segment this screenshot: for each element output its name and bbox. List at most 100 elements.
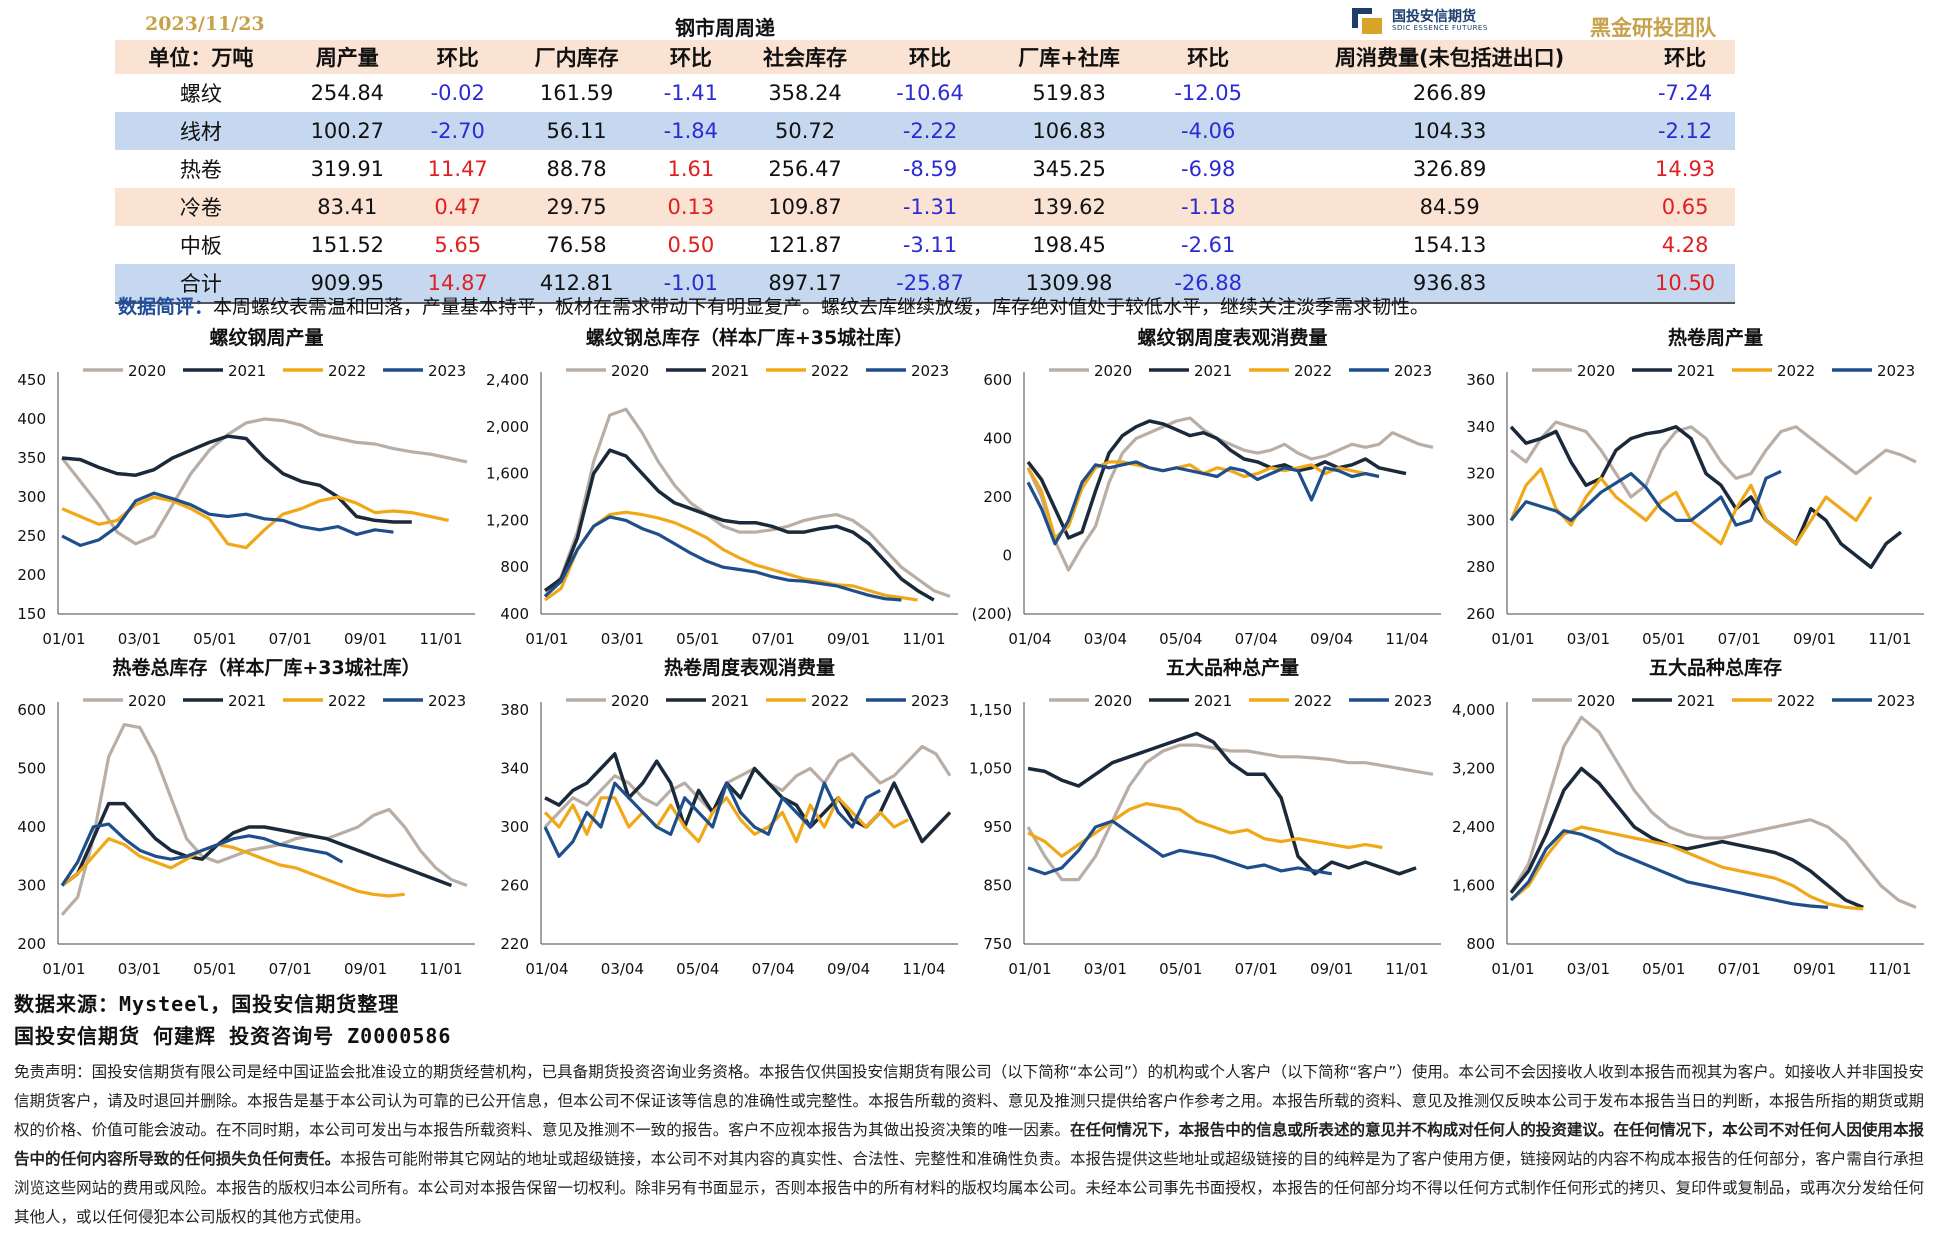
table-cell: -2.61: [1181, 233, 1236, 257]
series-line-2023: [1027, 819, 1333, 876]
y-tick-label: 1,050: [969, 760, 1012, 778]
table-cell: -12.05: [1174, 81, 1243, 105]
legend-label: 2020: [128, 692, 166, 710]
weekly-steel-table: 单位：万吨 周产量 环比 厂内库存 环比 社会库存 环比 厂库+社库 环比 周消…: [115, 40, 1735, 304]
data-source: 数据来源：Mysteel，国投安信期货整理: [14, 992, 400, 1016]
y-tick-label: 500: [17, 760, 46, 778]
table-cell: 1309.98: [985, 264, 1153, 304]
x-tick-label: 01/01: [1491, 630, 1534, 648]
table-cell: 29.75: [507, 188, 646, 226]
x-tick-label: 05/01: [676, 630, 719, 648]
legend-label: 2021: [1194, 692, 1232, 710]
series-line-2021: [61, 434, 412, 524]
legend-label: 2023: [911, 692, 949, 710]
table-cell: -7.24: [1657, 81, 1713, 105]
y-tick-label: 300: [1466, 511, 1495, 529]
table-row: 中板 151.52 5.65 76.58 0.50 121.87 -3.11 198.45 -2…: [115, 226, 1735, 264]
table-cell: 106.83: [985, 112, 1153, 150]
y-tick-label: 280: [1466, 558, 1495, 576]
table-cell: 100.27: [286, 112, 408, 150]
y-tick-label: 340: [500, 760, 529, 778]
x-tick-label: 09/01: [827, 630, 870, 648]
chart-title: 螺纹钢周度表观消费量: [1137, 326, 1327, 349]
table-cell: 5.65: [434, 233, 482, 257]
series-line-2022: [543, 796, 909, 844]
table-cell: 4.28: [1661, 233, 1709, 257]
table-cell: 412.81: [507, 264, 646, 304]
table-cell: -1.84: [645, 112, 737, 150]
x-tick-label: 07/01: [269, 630, 312, 648]
chart-svg: 热卷周度表观消费量 2020 2021 2022 2023 220 260 300 340 380…: [500, 656, 958, 978]
disclaimer: 免责声明：国投安信期货有限公司是经中国证监会批准设立的期货经营机构，已具备期货投…: [14, 1058, 1924, 1232]
x-tick-label: 11/01: [1868, 630, 1911, 648]
series-line-2023: [1026, 460, 1380, 546]
y-tick-label: 150: [17, 605, 46, 623]
table-cell: 198.45: [1032, 233, 1106, 257]
x-tick-label: 01/04: [525, 960, 568, 978]
series-line-2020: [1026, 743, 1434, 882]
table-cell: -26.88: [1152, 264, 1265, 304]
y-tick-label: 850: [983, 877, 1012, 895]
line-chart: 螺纹钢周度表观消费量 2020 2021 2022 2023 (200) 0 200 400 60…: [966, 322, 1446, 657]
series-line-2021: [544, 752, 952, 844]
x-tick-label: 03/01: [1084, 960, 1127, 978]
line-chart: 热卷周度表观消费量 2020 2021 2022 2023 220 260 300 340 380…: [483, 652, 963, 987]
disclaimer-part-c: 本报告可能附带其它网站的地址或超级链接，本公司不对其内容的真实性、合法性、完整性…: [14, 1150, 1924, 1226]
series-line-2020: [543, 407, 951, 598]
row-label: 螺纹: [179, 82, 222, 106]
legend-label: 2023: [1394, 362, 1432, 380]
company-logo: 国投安信期货 SDIC ESSENCE FUTURES: [1350, 2, 1520, 38]
table-cell: 319.91: [310, 157, 385, 181]
x-tick-label: 01/01: [1491, 960, 1534, 978]
y-tick-label: 1,600: [486, 465, 529, 483]
x-tick-label: 01/01: [525, 630, 568, 648]
x-tick-label: 05/04: [676, 960, 719, 978]
table-cell: 345.25: [1032, 157, 1106, 181]
table-cell: 76.58: [546, 233, 607, 257]
table-cell: -3.11: [902, 233, 958, 257]
legend-label: 2022: [1777, 692, 1815, 710]
legend-label: 2022: [1294, 692, 1332, 710]
table-header-row: 单位：万吨 周产量 环比 厂内库存 环比 社会库存 环比 厂库+社库 环比 周消…: [115, 40, 1735, 74]
col-header: 单位：万吨: [115, 40, 287, 74]
x-tick-label: 11/01: [1385, 960, 1428, 978]
disclaimer-part-a: 免责声明：国投安信期货有限公司是经中国证监会批准设立的期货经营机构，已具备期货投…: [14, 1063, 1924, 1139]
row-label: 中板: [179, 234, 222, 258]
table-cell: 56.11: [507, 112, 646, 150]
x-tick-label: 09/01: [1310, 960, 1353, 978]
series-line-2020: [543, 745, 952, 829]
legend-label: 2021: [1677, 362, 1715, 380]
chart-title: 热卷周度表观消费量: [664, 656, 835, 679]
legend-label: 2020: [611, 362, 649, 380]
x-tick-label: 09/01: [344, 630, 387, 648]
chart-title: 热卷总库存（样本厂库+33城社库）: [112, 656, 420, 679]
chart-title: 螺纹钢周产量: [209, 326, 323, 349]
col-header: 周消费量(未包括进出口): [1264, 40, 1636, 74]
table-cell: -4.06: [1152, 112, 1265, 150]
table-cell: 0.65: [1635, 188, 1735, 226]
chart-title: 五大品种总产量: [1166, 656, 1299, 679]
chart-title: 螺纹钢总库存（样本厂库+35城社库）: [586, 326, 913, 349]
x-tick-label: 09/01: [344, 960, 387, 978]
legend-label: 2020: [1094, 692, 1132, 710]
y-tick-label: 200: [983, 488, 1012, 506]
logo-subtitle: SDIC ESSENCE FUTURES: [1392, 24, 1488, 32]
legend-label: 2023: [1877, 692, 1915, 710]
y-tick-label: 300: [17, 877, 46, 895]
series-line-2021: [543, 448, 935, 602]
series-line-2022: [1509, 467, 1873, 546]
x-tick-label: 11/04: [902, 960, 945, 978]
series-line-2021: [1027, 731, 1417, 876]
legend-label: 2023: [1877, 362, 1915, 380]
legend-label: 2022: [328, 362, 366, 380]
legend-label: 2021: [711, 692, 749, 710]
series-line-2022: [61, 837, 405, 898]
col-header: 环比: [407, 40, 508, 74]
data-comment: 数据简评：本周螺纹表需温和回落，产量基本持平，板材在需求带动下有明显复产。螺纹去…: [118, 292, 1429, 319]
y-tick-label: 950: [983, 818, 1012, 836]
table-row: 线材 100.27 -2.70 56.11 -1.84 50.72 -2.22 106.83-…: [115, 112, 1735, 150]
table-cell: -6.98: [1181, 157, 1236, 181]
table-cell: 326.89: [1412, 157, 1487, 181]
y-tick-label: 600: [17, 701, 46, 719]
x-tick-label: 07/04: [1235, 630, 1278, 648]
